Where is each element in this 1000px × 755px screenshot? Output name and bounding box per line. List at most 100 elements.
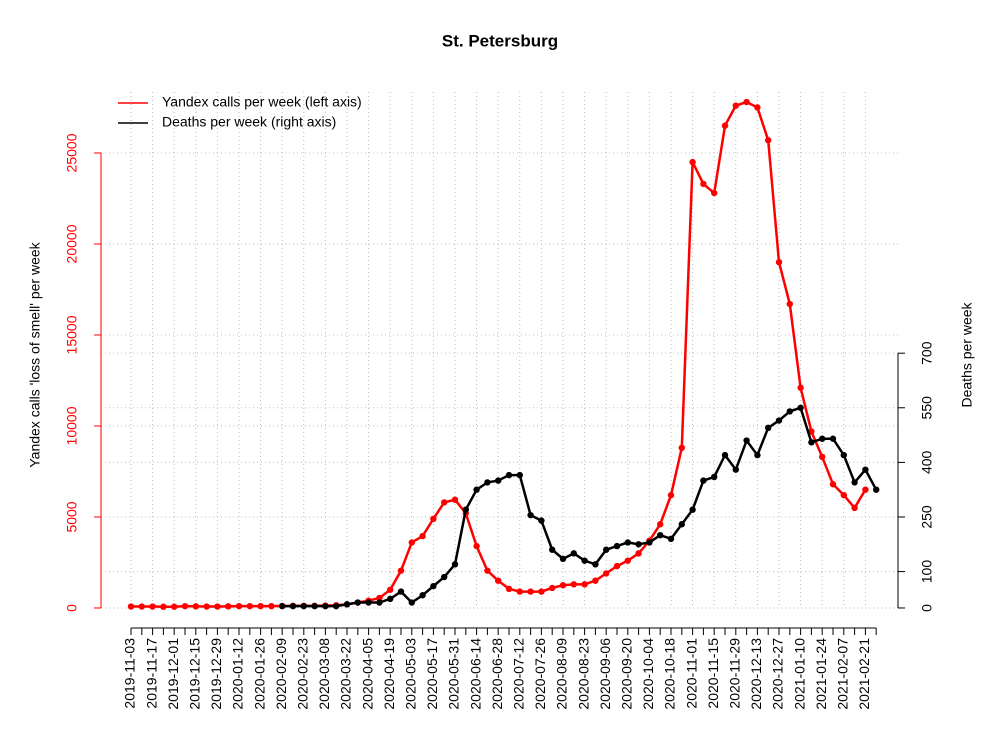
data-point <box>613 542 621 550</box>
data-point <box>732 102 739 109</box>
x-tick-label: 2021-02-07 <box>835 638 851 710</box>
data-point <box>257 602 264 610</box>
data-point <box>711 189 718 197</box>
data-point <box>624 539 631 546</box>
x-tick-label: 2020-12-13 <box>748 638 764 710</box>
x-tick-label: 2020-02-09 <box>273 638 289 710</box>
data-point <box>127 603 135 610</box>
y-tick-label: 10000 <box>64 406 80 445</box>
data-point <box>808 439 815 446</box>
x-tick-label: 2020-09-20 <box>619 638 635 710</box>
data-point <box>484 567 491 574</box>
data-point <box>721 122 729 129</box>
data-point <box>451 496 459 503</box>
y2-tick-label: 400 <box>919 450 935 474</box>
data-point <box>624 557 631 564</box>
data-point <box>419 532 426 540</box>
x-tick-label: 2020-05-31 <box>446 638 462 710</box>
series-line <box>282 406 878 608</box>
data-point <box>581 557 588 564</box>
data-point <box>765 137 772 144</box>
x-tick-label: 2020-08-09 <box>554 638 570 710</box>
x-tick-label: 2019-12-15 <box>187 638 203 710</box>
y-tick-label: 0 <box>64 604 80 612</box>
x-tick-label: 2020-11-29 <box>727 638 743 709</box>
data-point <box>192 603 199 610</box>
data-point <box>549 546 556 553</box>
data-point <box>505 471 513 479</box>
data-point <box>484 479 491 486</box>
data-point <box>462 506 469 513</box>
x-tick-label: 2020-07-26 <box>532 638 548 710</box>
data-point <box>840 451 847 459</box>
data-point <box>559 582 567 589</box>
x-tick-label: 2019-12-29 <box>208 638 224 710</box>
data-point <box>527 588 534 595</box>
data-point <box>527 511 534 519</box>
x-tick-label: 2020-11-15 <box>705 638 721 709</box>
data-point <box>289 602 297 610</box>
data-point <box>408 599 415 606</box>
legend-label: Yandex calls per week (left axis) <box>162 94 362 110</box>
data-point <box>397 567 405 574</box>
data-point <box>603 570 610 577</box>
y-tick-label: 5000 <box>64 501 80 532</box>
data-point <box>203 603 210 610</box>
data-point <box>786 300 793 308</box>
x-tick-label: 2020-03-22 <box>338 638 354 710</box>
x-tick-label: 2021-01-24 <box>813 638 829 710</box>
data-point <box>840 491 847 499</box>
data-point <box>138 603 145 610</box>
y2-axis-label: Deaths per week <box>959 301 975 407</box>
x-tick-label: 2019-11-17 <box>143 638 159 709</box>
data-point <box>430 582 437 590</box>
data-point <box>819 453 826 461</box>
data-point <box>646 539 653 546</box>
x-tick-label: 2020-02-23 <box>295 638 311 710</box>
data-point <box>797 384 804 391</box>
data-point <box>268 602 275 610</box>
x-tick-label: 2020-06-14 <box>467 638 483 710</box>
y2-tick-label: 100 <box>919 560 935 584</box>
data-point <box>603 546 610 553</box>
x-tick-label: 2020-11-01 <box>683 638 699 709</box>
data-point <box>559 555 567 563</box>
x-tick-label: 2020-06-28 <box>489 638 505 710</box>
data-point <box>667 535 675 543</box>
data-point <box>451 561 459 568</box>
data-point <box>743 437 750 444</box>
data-point <box>473 486 480 493</box>
x-tick-label: 2020-12-27 <box>770 638 786 710</box>
y-axis-label: Yandex calls 'loss of smell' per week <box>27 241 43 467</box>
data-point <box>181 602 189 610</box>
data-point <box>613 562 621 570</box>
data-point <box>819 435 826 442</box>
data-point <box>225 603 232 610</box>
data-point <box>365 599 372 606</box>
data-point <box>862 486 869 493</box>
data-point <box>700 180 707 188</box>
data-point <box>570 581 577 588</box>
data-point <box>775 258 783 266</box>
x-tick-label: 2020-05-03 <box>403 638 419 710</box>
data-point <box>171 603 178 610</box>
y-tick-label: 15000 <box>64 315 80 354</box>
data-point <box>754 104 761 111</box>
y-tick-label: 25000 <box>64 133 80 172</box>
data-point <box>808 428 815 435</box>
x-tick-label: 2021-02-21 <box>856 638 872 710</box>
data-point <box>700 477 707 484</box>
x-tick-label: 2021-01-10 <box>791 638 807 710</box>
data-point <box>538 517 545 524</box>
y2-tick-label: 0 <box>919 604 935 612</box>
data-point <box>786 408 793 415</box>
x-tick-label: 2020-01-26 <box>251 638 267 710</box>
data-point <box>376 599 383 606</box>
data-point <box>343 601 351 608</box>
data-point <box>376 594 383 602</box>
data-point <box>592 577 599 584</box>
y-tick-label: 20000 <box>64 224 80 263</box>
series-line <box>131 100 867 608</box>
x-tick-label: 2020-09-06 <box>597 638 613 710</box>
data-point <box>149 603 156 610</box>
